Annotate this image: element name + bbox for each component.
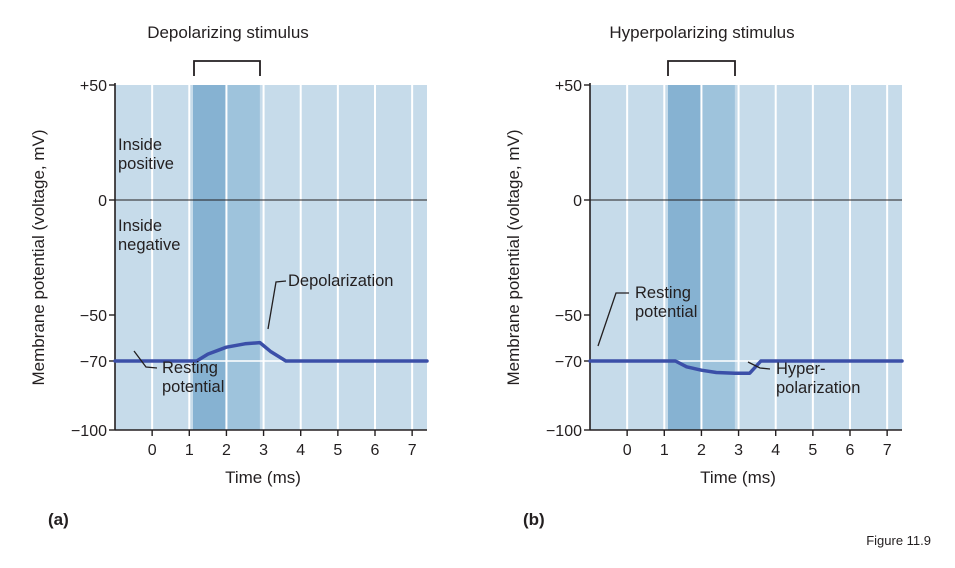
panel-a-y-tick-label: −100 <box>71 423 107 440</box>
panel-a-x-tick-label: 7 <box>408 442 417 459</box>
panel-b-y-tick-label: −50 <box>555 308 582 325</box>
panel-b-x-tick-label: 1 <box>660 442 669 459</box>
panel-a-y-tick-label: −50 <box>80 308 107 325</box>
panel-b-x-tick-label: 2 <box>697 442 706 459</box>
panel-b-x-tick-label: 6 <box>846 442 855 459</box>
panel-a-annotation-inside-negative: negative <box>118 236 180 254</box>
panel-a-x-axis-title: Time (ms) <box>225 468 301 487</box>
panel-a-stimulus-title: Depolarizing stimulus <box>147 23 309 42</box>
panel-a-annotation-inside-positive: Inside <box>118 136 162 154</box>
panel-a-annotation-inside-negative: Inside <box>118 217 162 235</box>
panel-b-y-tick-label: −70 <box>555 354 582 371</box>
panel-a-x-tick-label: 4 <box>296 442 305 459</box>
panel-a-x-tick-label: 2 <box>222 442 231 459</box>
panel-b-annotation-effect: Hyper- <box>776 360 826 378</box>
panel-b-x-axis-title: Time (ms) <box>700 468 776 487</box>
panel-a-annotation-resting: potential <box>162 378 224 396</box>
panel-b-chart: +50 0 −50 −70 −100 0 1 2 3 4 5 6 7 Time (ms) Membrane … <box>504 23 904 529</box>
panel-a-x-tick-label: 3 <box>259 442 268 459</box>
panel-a-annotation-resting: Resting <box>162 359 218 377</box>
panel-b-x-tick-label: 5 <box>808 442 817 459</box>
panel-b-stimulus-bracket <box>667 60 736 76</box>
panel-b-stimulus-title: Hyperpolarizing stimulus <box>609 23 794 42</box>
panel-b-x-tick-label: 7 <box>883 442 892 459</box>
panel-a-chart: +50 0 −50 −70 −100 0 1 2 3 4 5 6 7 Time (ms) Membrane … <box>29 23 429 529</box>
panel-b-x-tick-label: 0 <box>623 442 632 459</box>
panel-a-annotation-effect: Depolarization <box>288 272 393 290</box>
figure-caption: Figure 11.9 <box>866 533 931 548</box>
panel-b-x-tick-label: 4 <box>771 442 780 459</box>
panel-a-stimulus-bracket <box>193 60 261 76</box>
panel-a-stimulus-band-left <box>193 85 227 430</box>
panel-b-stimulus-band-left <box>668 85 702 430</box>
panel-a-label: (a) <box>48 510 69 529</box>
panel-b-label: (b) <box>523 510 545 529</box>
panel-a-stimulus-band-right <box>226 85 260 430</box>
panel-b-y-tick-label: −100 <box>546 423 582 440</box>
panel-b-y-tick-label: 0 <box>573 193 582 210</box>
panel-a-annotation-inside-positive: positive <box>118 155 174 173</box>
panel-b-membrane-potential-line <box>588 359 904 375</box>
panel-a-x-tick-label: 1 <box>185 442 194 459</box>
panel-b-annotation-resting: potential <box>635 303 697 321</box>
panel-b-stimulus-band-right <box>701 85 735 430</box>
panel-b-y-axis-title: Membrane potential (voltage, mV) <box>504 129 523 385</box>
panel-a-x-tick-label: 6 <box>371 442 380 459</box>
panel-a-x-tick-label: 0 <box>148 442 157 459</box>
panel-b-annotation-resting: Resting <box>635 284 691 302</box>
panel-a-y-tick-label: −70 <box>80 354 107 371</box>
panel-b-x-tick-label: 3 <box>734 442 743 459</box>
panel-b-annotation-effect: polarization <box>776 379 860 397</box>
panel-b-y-tick-label: +50 <box>555 78 582 95</box>
panel-a-y-axis-title: Membrane potential (voltage, mV) <box>29 129 48 385</box>
panel-b-annotation-leader-resting <box>597 292 629 347</box>
panel-a-membrane-potential-line <box>113 340 429 363</box>
panel-a-y-tick-label: +50 <box>80 78 107 95</box>
panel-a-x-tick-label: 5 <box>333 442 342 459</box>
panel-a-y-tick-label: 0 <box>98 193 107 210</box>
panel-a-annotation-leader-resting <box>133 350 158 369</box>
panel-b-annotation-leader-effect <box>747 361 771 370</box>
panel-a-annotation-leader-effect <box>267 280 287 330</box>
